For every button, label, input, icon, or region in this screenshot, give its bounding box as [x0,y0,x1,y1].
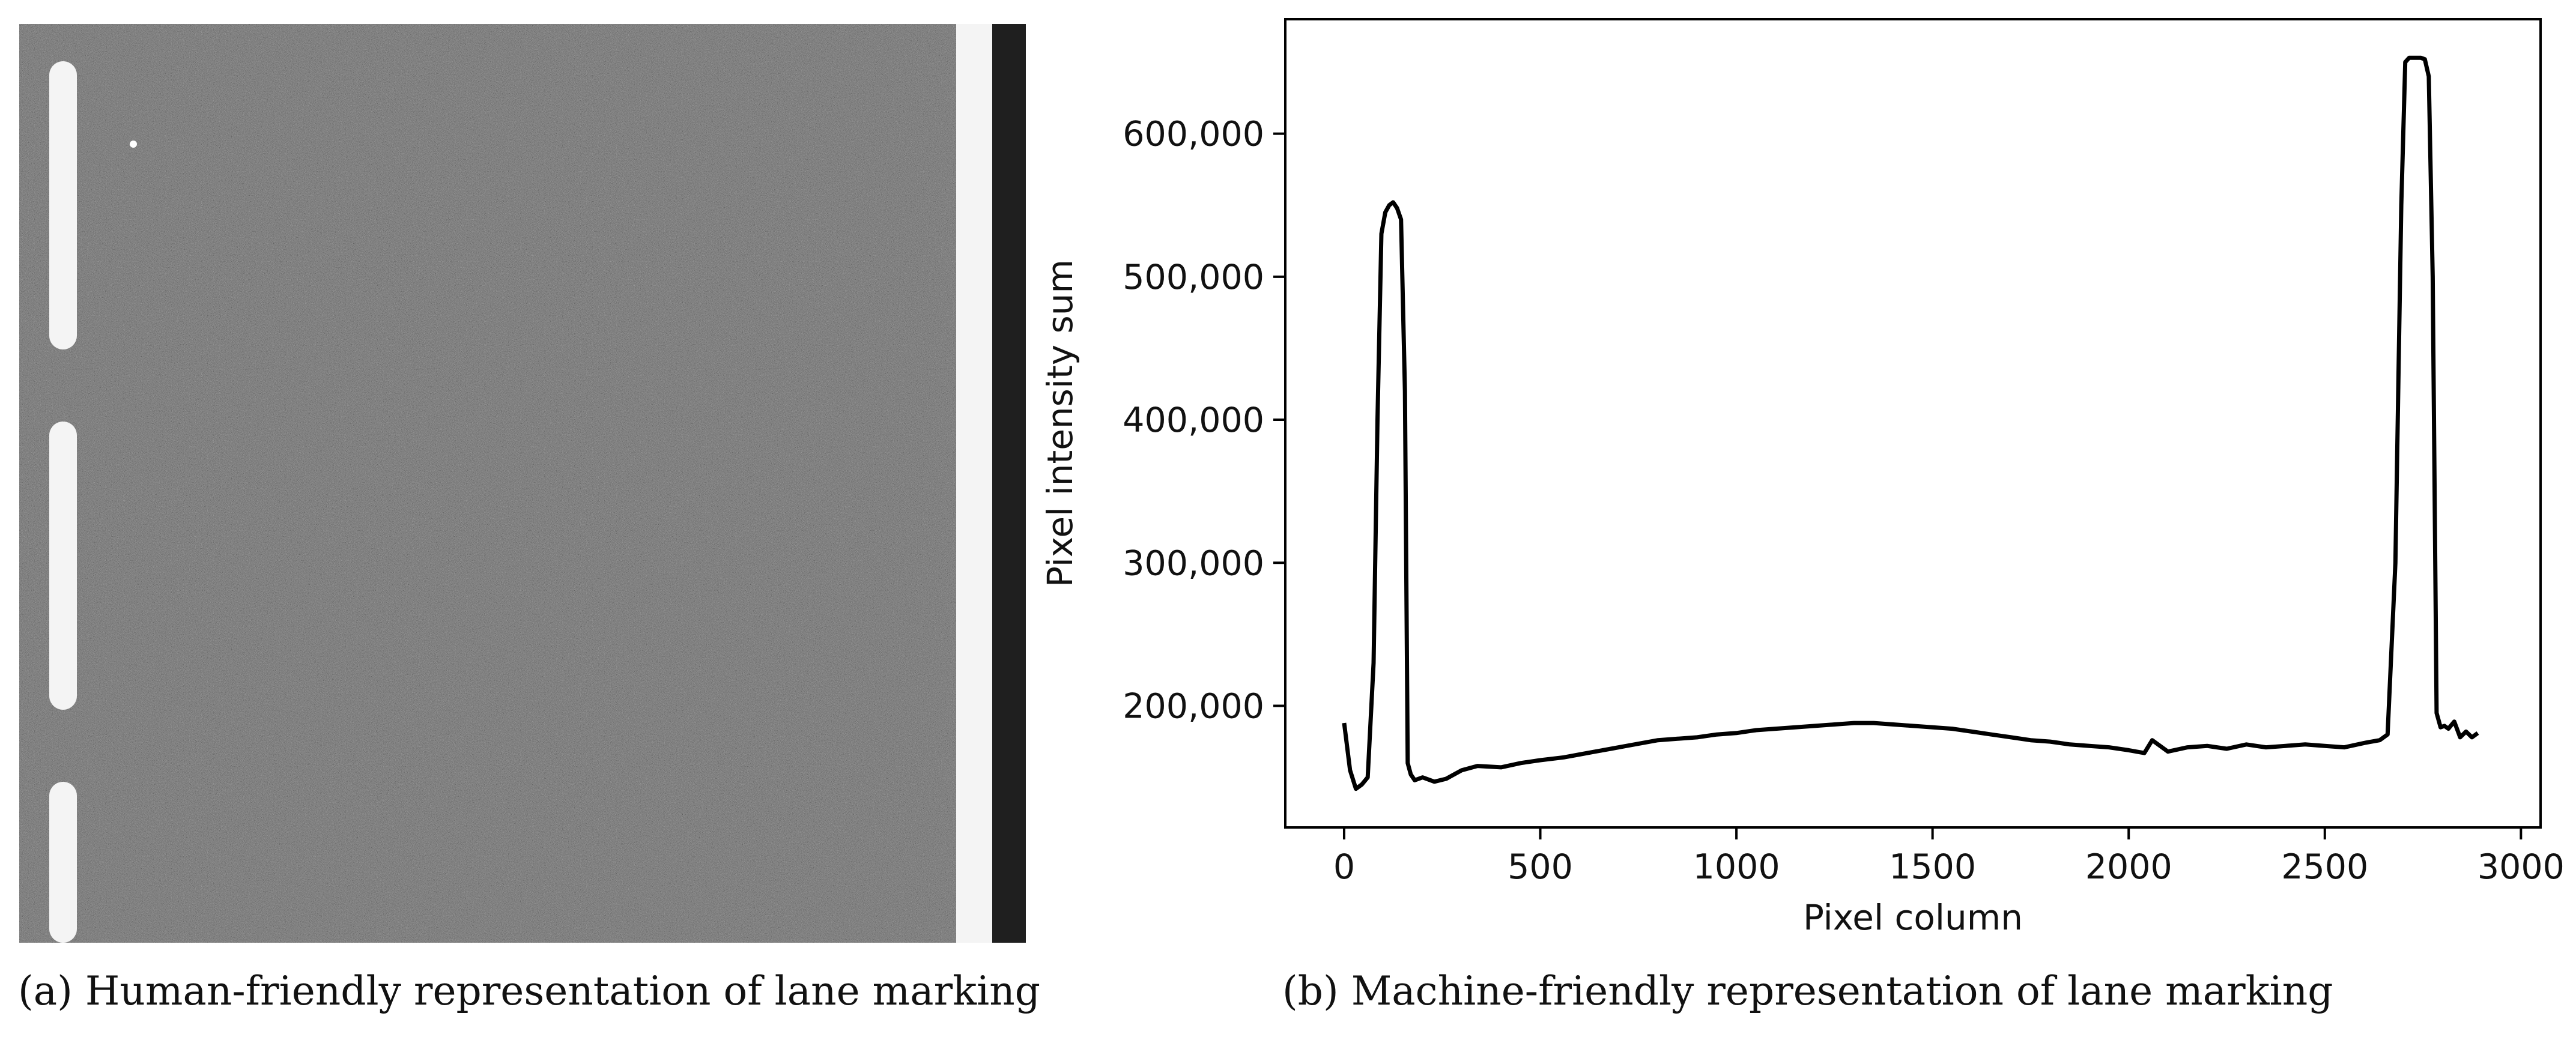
road-edge [992,24,1026,943]
y-tick-label: 200,000 [1123,687,1264,727]
x-tick-label: 1000 [1693,847,1780,887]
x-axis-ticks: 0 500 1000 1500 2000 2500 3000 [1333,827,2565,887]
dashed-lane-segment-3 [49,782,77,943]
y-tick-label: 600,000 [1123,115,1264,154]
caption-a: (a) Human-friendly representation of lan… [18,968,1041,1014]
y-tick-label: 500,000 [1123,258,1264,297]
x-tick-label: 3000 [2478,847,2565,887]
y-axis-ticks: 200,000 300,000 400,000 500,000 600,000 [1123,115,1285,727]
caption-b: (b) Machine-friendly representation of l… [1282,968,2333,1014]
dashed-lane-segment-2 [49,422,77,710]
speck [130,141,137,148]
y-tick-label: 300,000 [1123,543,1264,583]
plot-frame [1284,18,2542,829]
asphalt-texture [19,24,1026,943]
y-tick-label: 400,000 [1123,401,1264,440]
x-tick-label: 0 [1333,847,1355,887]
dashed-lane-segment-1 [49,61,77,349]
y-axis-label: Pixel intensity sum [1040,259,1080,587]
intensity-line-chart: 0 500 1000 1500 2000 2500 3000 200,000 300,000 4… [1040,18,2565,938]
intensity-series-line [1342,55,2479,791]
x-tick-label: 1500 [1889,847,1976,887]
x-tick-label: 2000 [2085,847,2172,887]
lane-marking-photo [19,24,1026,943]
x-tick-label: 500 [1508,847,1573,887]
x-axis-label: Pixel column [1803,897,2023,938]
x-tick-label: 2500 [2281,847,2368,887]
solid-lane-marking [956,24,992,943]
